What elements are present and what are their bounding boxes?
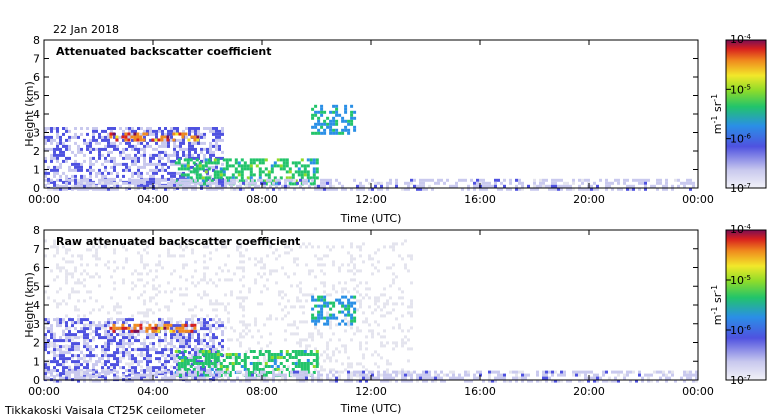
colorbar-tick-label: 10-7 — [730, 182, 751, 195]
x-tick-label: 08:00 — [246, 193, 278, 206]
x-tick-label: 16:00 — [464, 385, 496, 398]
x-tick-label: 20:00 — [573, 193, 605, 206]
x-tick-label: 16:00 — [464, 193, 496, 206]
panel-attenuated: 00:00 04:00 08:00 12:00 16:00 20:00 00:0001234… — [23, 33, 767, 225]
y-tick-label: 8 — [33, 34, 40, 47]
y-tick-label: 0 — [33, 182, 40, 195]
y-tick-label: 3 — [33, 318, 40, 331]
colorbar-label: m-1 sr-1 — [710, 94, 725, 134]
x-tick-label: 00:00 — [28, 385, 60, 398]
y-axis-label: Height (km) — [23, 81, 36, 147]
panel-title: Attenuated backscatter coefficient — [56, 45, 272, 58]
panel-title: Raw attenuated backscatter coefficient — [56, 235, 300, 248]
axes: 00:00 04:00 08:00 12:00 16:00 20:00 00:0001234… — [28, 34, 714, 206]
heatmap-data — [44, 239, 698, 383]
colorbar-ticks: 10-710-610-510-4 — [726, 223, 752, 387]
y-tick-label: 5 — [33, 90, 40, 103]
x-tick-label: 00:00 — [682, 385, 714, 398]
x-tick-label: 04:00 — [137, 385, 169, 398]
panel-raw-attenuated: 00:00 04:00 08:00 12:00 16:00 20:00 00:0001234… — [23, 223, 767, 415]
y-tick-label: 5 — [33, 280, 40, 293]
y-tick-label: 2 — [33, 337, 40, 350]
x-tick-label: 04:00 — [137, 193, 169, 206]
y-tick-label: 1 — [33, 164, 40, 177]
y-tick-label: 6 — [33, 262, 40, 275]
x-axis-label: Time (UTC) — [340, 212, 402, 225]
colorbar-ticks: 10-710-610-510-4 — [726, 33, 752, 195]
x-tick-label: 12:00 — [355, 193, 387, 206]
backscatter-region — [44, 370, 698, 383]
plot-area — [44, 230, 698, 380]
y-tick-label: 1 — [33, 355, 40, 368]
plot-area — [44, 40, 698, 188]
y-tick-label: 4 — [33, 299, 40, 312]
backscatter-region — [109, 132, 200, 142]
footer-caption: Tikkakoski Vaisala CT25K ceilometer — [4, 404, 206, 417]
y-tick-label: 2 — [33, 145, 40, 158]
colorbar-tick-label: 10-7 — [730, 374, 751, 387]
x-tick-label: 12:00 — [355, 385, 387, 398]
colorbar — [725, 39, 767, 189]
y-axis-label: Height (km) — [23, 272, 36, 338]
y-tick-label: 0 — [33, 374, 40, 387]
backscatter-region — [311, 104, 357, 135]
date-label: 22 Jan 2018 — [53, 23, 119, 36]
colorbar — [725, 229, 767, 381]
y-tick-label: 3 — [33, 127, 40, 140]
y-tick-label: 8 — [33, 224, 40, 237]
x-tick-label: 00:00 — [682, 193, 714, 206]
y-tick-label: 7 — [33, 53, 40, 66]
x-tick-label: 08:00 — [246, 385, 278, 398]
colorbar-label: m-1 sr-1 — [710, 285, 725, 325]
heatmap-data — [44, 104, 695, 191]
axes: 00:00 04:00 08:00 12:00 16:00 20:00 00:0001234… — [28, 224, 714, 398]
y-tick-label: 7 — [33, 243, 40, 256]
x-tick-label: 20:00 — [573, 385, 605, 398]
x-tick-label: 00:00 — [28, 193, 60, 206]
backscatter-region — [174, 350, 319, 377]
x-axis-label: Time (UTC) — [340, 402, 402, 415]
backscatter-region — [311, 295, 357, 326]
y-tick-label: 6 — [33, 71, 40, 84]
y-tick-label: 4 — [33, 108, 40, 121]
backscatter-region — [109, 323, 197, 333]
